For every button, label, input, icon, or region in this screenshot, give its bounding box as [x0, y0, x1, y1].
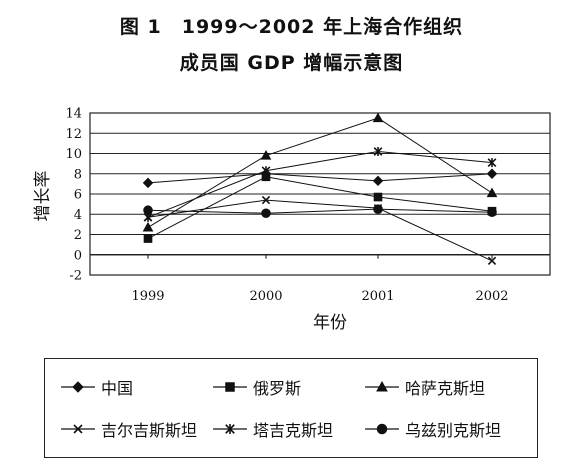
series-line — [147, 173, 493, 184]
data-point — [373, 146, 383, 156]
legend-item: 俄罗斯 — [211, 375, 301, 399]
x-tick-label: 1999 — [131, 289, 164, 304]
series-6 — [143, 204, 497, 219]
legend-item: 塔吉克斯坦 — [211, 417, 333, 441]
data-point — [373, 192, 383, 202]
data-point — [487, 256, 497, 265]
x-tick-label: 2000 — [249, 289, 282, 304]
y-tick-label: 6 — [74, 188, 82, 203]
legend-swatch — [61, 424, 95, 434]
grid-lines — [90, 132, 550, 256]
data-point — [487, 207, 497, 218]
y-tick-label: 12 — [65, 127, 82, 142]
legend-label: 塔吉克斯坦 — [253, 421, 334, 440]
plot-area-border — [89, 112, 551, 276]
y-tick-label: -2 — [69, 269, 82, 284]
series-2 — [143, 172, 497, 243]
legend-swatch — [365, 380, 399, 392]
data-point — [487, 158, 497, 168]
series-line — [147, 176, 493, 239]
line-chart: -2 0 2 4 6 8 10 12 14 1999 2000 2001 2002 增长率 年份 — [33, 107, 551, 333]
legend-swatch — [213, 424, 247, 434]
y-tick-label: 8 — [74, 167, 82, 182]
data-point — [260, 149, 272, 160]
y-tick-label: 2 — [74, 228, 82, 243]
x-tick-labels: 1999 2000 2001 2002 — [131, 254, 509, 304]
series-line — [147, 117, 493, 228]
y-tick-label: 4 — [74, 208, 82, 223]
legend-item: 乌兹别克斯坦 — [363, 417, 501, 441]
y-tick-label: 0 — [74, 248, 82, 263]
data-point — [261, 208, 271, 219]
legend-marker — [72, 381, 84, 393]
data-point — [143, 205, 153, 215]
series-1 — [142, 168, 498, 189]
data-point — [143, 234, 153, 243]
data-point — [261, 166, 271, 176]
legend-label: 吉尔吉斯斯坦 — [101, 421, 198, 440]
legend-item: 吉尔吉斯斯坦 — [59, 417, 197, 441]
legend-swatch — [213, 382, 247, 392]
legend-label: 乌兹别克斯坦 — [405, 421, 502, 440]
legend-marker — [73, 424, 83, 434]
series-3 — [142, 112, 498, 232]
legend-label: 哈萨克斯坦 — [405, 379, 486, 398]
legend-swatch — [61, 381, 95, 393]
legend-swatch — [365, 423, 399, 435]
legend-item: 哈萨克斯坦 — [363, 375, 485, 399]
data-point — [372, 112, 384, 123]
data-point — [142, 177, 154, 189]
legend-label: 俄罗斯 — [253, 379, 302, 398]
x-axis-title: 年份 — [313, 313, 347, 333]
y-tick-label: 14 — [65, 107, 82, 122]
series-line — [147, 199, 493, 262]
data-point — [373, 204, 383, 214]
y-tick-labels: -2 0 2 4 6 8 10 12 14 — [65, 107, 82, 284]
legend-marker — [225, 424, 235, 434]
legend-marker — [376, 423, 388, 435]
chart-title-line1: 图 1 1999～2002 年上海合作组织 — [119, 16, 464, 38]
data-point — [372, 175, 384, 187]
legend-marker — [225, 382, 235, 392]
legend-label: 中国 — [101, 379, 134, 398]
legend-marker — [376, 380, 388, 392]
data-point — [486, 187, 498, 198]
y-axis-title: 增长率 — [33, 171, 53, 222]
data-point — [261, 195, 271, 205]
x-tick-label: 2002 — [475, 289, 508, 304]
data-point — [486, 168, 498, 179]
series-lines — [142, 112, 498, 265]
series-line — [147, 208, 493, 214]
chart-legend: 中国 俄罗斯 哈萨克斯坦吉尔吉斯斯坦 塔吉克斯坦 乌兹别克斯坦 — [44, 358, 538, 458]
series-5 — [143, 146, 497, 222]
chart-title-line2: 成员国 GDP 增幅示意图 — [179, 52, 404, 74]
series-line — [147, 150, 493, 218]
legend-item: 中国 — [59, 375, 133, 399]
y-tick-label: 10 — [65, 147, 82, 162]
x-tick-label: 2001 — [361, 289, 394, 304]
data-point — [142, 221, 154, 232]
